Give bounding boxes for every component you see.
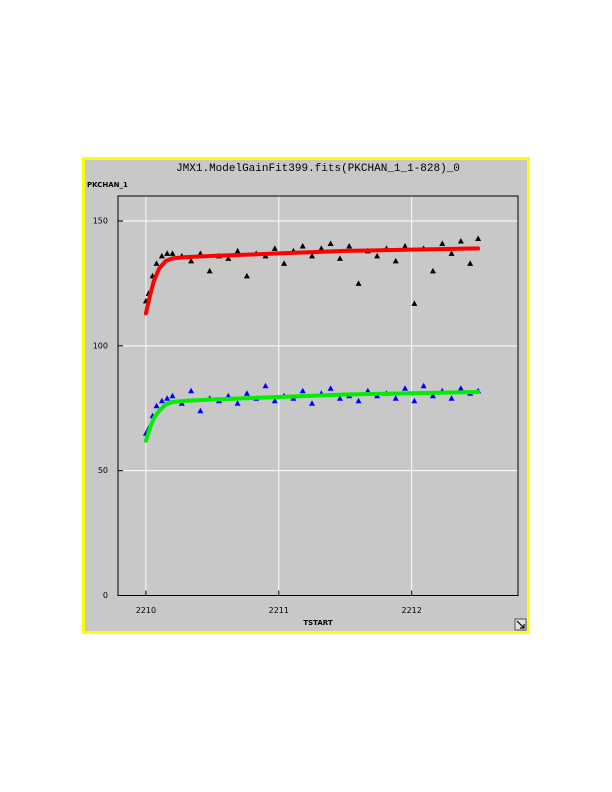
data-point [188, 387, 195, 394]
data-point [225, 255, 232, 261]
data-point [402, 385, 409, 391]
data-point [243, 272, 250, 279]
x-tick-label: 2211 [269, 606, 289, 615]
data-point [169, 250, 176, 256]
data-point [355, 397, 362, 404]
data-point [197, 407, 204, 414]
data-point [411, 397, 418, 404]
data-point [392, 395, 399, 401]
y-tick-label: 50 [98, 466, 108, 475]
data-point [299, 387, 306, 394]
data-point [153, 402, 160, 409]
data-point [448, 395, 455, 401]
data-point [457, 385, 464, 391]
data-point [318, 245, 325, 251]
data-point [374, 252, 381, 259]
data-point [420, 382, 427, 389]
data-point [429, 267, 436, 274]
y-tick-label: 0 [103, 591, 108, 600]
fit-line [143, 246, 481, 316]
chart-title: JMX1.ModelGainFit399.fits(PKCHAN_1_1-828… [176, 163, 460, 175]
data-point [309, 252, 316, 259]
data-point [392, 257, 399, 264]
data-point [439, 240, 446, 246]
data-point [234, 400, 241, 406]
data-point [234, 247, 241, 254]
data-point [336, 255, 343, 261]
data-point [271, 245, 278, 251]
data-point [299, 242, 306, 249]
data-point [448, 250, 455, 256]
data-point [355, 280, 362, 286]
y-axis-label: PKCHAN_1 [87, 181, 128, 189]
data-point [327, 240, 334, 246]
plot-area: 0 50 100 150 2210 2211 2212 [93, 195, 519, 615]
y-tick-label: 100 [93, 341, 108, 350]
data-point [457, 237, 464, 244]
data-point [243, 390, 250, 396]
data-point [158, 252, 165, 259]
x-tick-label: 2210 [136, 606, 156, 615]
data-point [336, 395, 343, 401]
x-axis-label: TSTART [303, 619, 333, 627]
data-point [309, 400, 316, 406]
fit-line [143, 390, 481, 443]
data-point [164, 250, 171, 256]
data-point [188, 257, 195, 264]
data-point [327, 385, 334, 391]
data-point [164, 395, 171, 401]
data-point [262, 382, 269, 389]
data-point [402, 242, 409, 249]
y-tick-label: 150 [93, 216, 108, 225]
data-point [467, 260, 474, 266]
data-point [153, 260, 160, 266]
data-point [206, 267, 213, 274]
plot-frame [117, 195, 519, 596]
data-point [346, 242, 353, 249]
x-tick-label: 2212 [402, 606, 422, 615]
data-point [281, 260, 288, 266]
data-point [158, 397, 165, 404]
data-point [411, 300, 418, 306]
data-point [364, 387, 371, 394]
data-point [475, 235, 482, 241]
resize-icon[interactable] [514, 618, 527, 631]
data-point [169, 392, 176, 399]
data-point [271, 397, 278, 404]
data-point [429, 392, 436, 399]
